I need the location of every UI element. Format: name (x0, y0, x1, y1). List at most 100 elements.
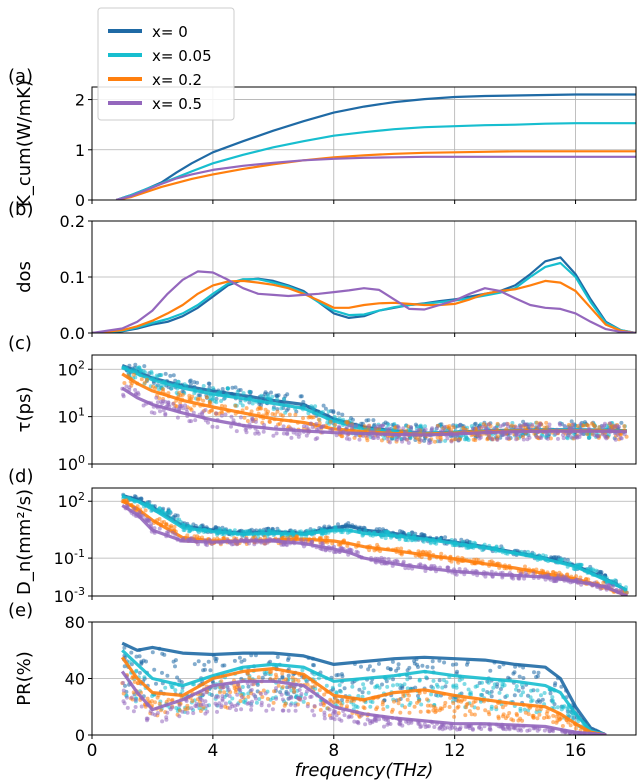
y-tick-label: 1 (75, 141, 85, 160)
scatter-point (452, 714, 457, 719)
scatter-point (425, 724, 430, 729)
scatter-point (383, 420, 388, 425)
scatter-point (392, 699, 396, 704)
scatter-point (432, 439, 437, 444)
scatter-point (602, 433, 607, 438)
scatter-point (168, 373, 173, 378)
scatter-point (237, 655, 242, 660)
scatter-point (279, 406, 284, 411)
scatter-point (405, 668, 410, 673)
scatter-point (581, 432, 586, 436)
scatter-point (586, 567, 591, 572)
panel-b: 0.0 0.1 0.2 (b) dos (8, 199, 637, 343)
scatter-point (381, 707, 386, 712)
scatter-point (281, 424, 286, 429)
scatter-point (132, 506, 137, 511)
scatter-point (402, 682, 407, 687)
scatter-point (463, 724, 468, 729)
scatter-point (206, 381, 211, 386)
scatter-point (133, 705, 138, 709)
scatter-point (321, 403, 326, 408)
y-tick-label: 40 (65, 670, 85, 689)
scatter-point (622, 424, 627, 429)
y-ticks-c: 100 101 102 (58, 358, 92, 474)
scatter-point (215, 532, 220, 537)
scatter-point (131, 709, 136, 714)
scatter-point (396, 662, 401, 667)
scatter-point (198, 396, 203, 401)
series-line-a-3 (115, 155, 636, 200)
scatter-point (463, 567, 468, 572)
scatter-point (554, 714, 559, 719)
scatter-point (235, 692, 240, 697)
scatter-point (271, 433, 276, 438)
scatter-point (275, 655, 280, 659)
scatter-point (237, 687, 242, 692)
scatter-point (511, 576, 516, 581)
scatter-point (312, 713, 317, 718)
scatter-point (208, 668, 213, 673)
y-tick-label: 0 (75, 726, 85, 745)
scatter-point (288, 702, 293, 707)
scatter-point (456, 699, 461, 704)
scatter-point (362, 686, 367, 691)
scatter-point (247, 390, 252, 394)
scatter-point (198, 709, 203, 713)
scatter-point (560, 557, 565, 562)
scatter-point (296, 695, 301, 700)
scatter-point (327, 707, 332, 712)
scatter-point (127, 660, 132, 665)
scatter-point (317, 676, 321, 681)
scatter-point (529, 699, 534, 704)
scatter-point (443, 535, 448, 540)
scatter-point (447, 705, 452, 709)
scatter-point (269, 390, 273, 395)
scatter-point (229, 414, 234, 419)
scatter-point (309, 404, 314, 409)
scatter-point (487, 712, 492, 717)
y-tick-label: 0.1 (60, 268, 85, 287)
scatter-point (298, 394, 303, 399)
scatter-point (143, 508, 148, 513)
scatter-point (548, 436, 553, 441)
scatter-point (366, 690, 371, 695)
scatter-point (124, 384, 129, 389)
scatter-point (465, 701, 470, 706)
scatter-point (548, 691, 553, 696)
scatter-point (300, 668, 305, 673)
scatter-point (550, 698, 555, 703)
series-line-a-2 (115, 150, 636, 200)
scatter-point (416, 721, 421, 726)
y-ticks-a: 0 1 2 (75, 91, 92, 210)
scatter-point (361, 682, 366, 687)
scatter-point (299, 692, 304, 696)
scatter-point (383, 717, 388, 722)
scatter-point (398, 721, 403, 725)
scatter-point (419, 702, 424, 707)
scatter-point (425, 697, 429, 702)
scatter-point (166, 509, 171, 514)
scatter-point (160, 719, 165, 724)
scatter-point (445, 436, 450, 441)
scatter-point (250, 682, 254, 687)
scatter-point (254, 700, 259, 705)
scatter-point (366, 667, 371, 672)
x-tick-label: 16 (565, 741, 587, 761)
scatter-point (487, 727, 492, 732)
scatter-point (469, 712, 474, 717)
scatter-point (363, 528, 368, 533)
scatter-point (184, 383, 189, 388)
scatter-point (158, 409, 162, 414)
scatter-point (536, 670, 541, 675)
scatter-point (586, 423, 591, 428)
scatter-point (323, 406, 328, 411)
scatter-point (333, 524, 338, 529)
scatter-point (216, 694, 221, 699)
scatter-point (180, 709, 185, 714)
x-tick-label: 8 (328, 741, 339, 761)
scatter-point (495, 421, 500, 426)
scatter-point (350, 423, 355, 428)
scatter-point (222, 690, 227, 695)
scatter-point (328, 419, 333, 424)
scatter-point (536, 425, 541, 429)
